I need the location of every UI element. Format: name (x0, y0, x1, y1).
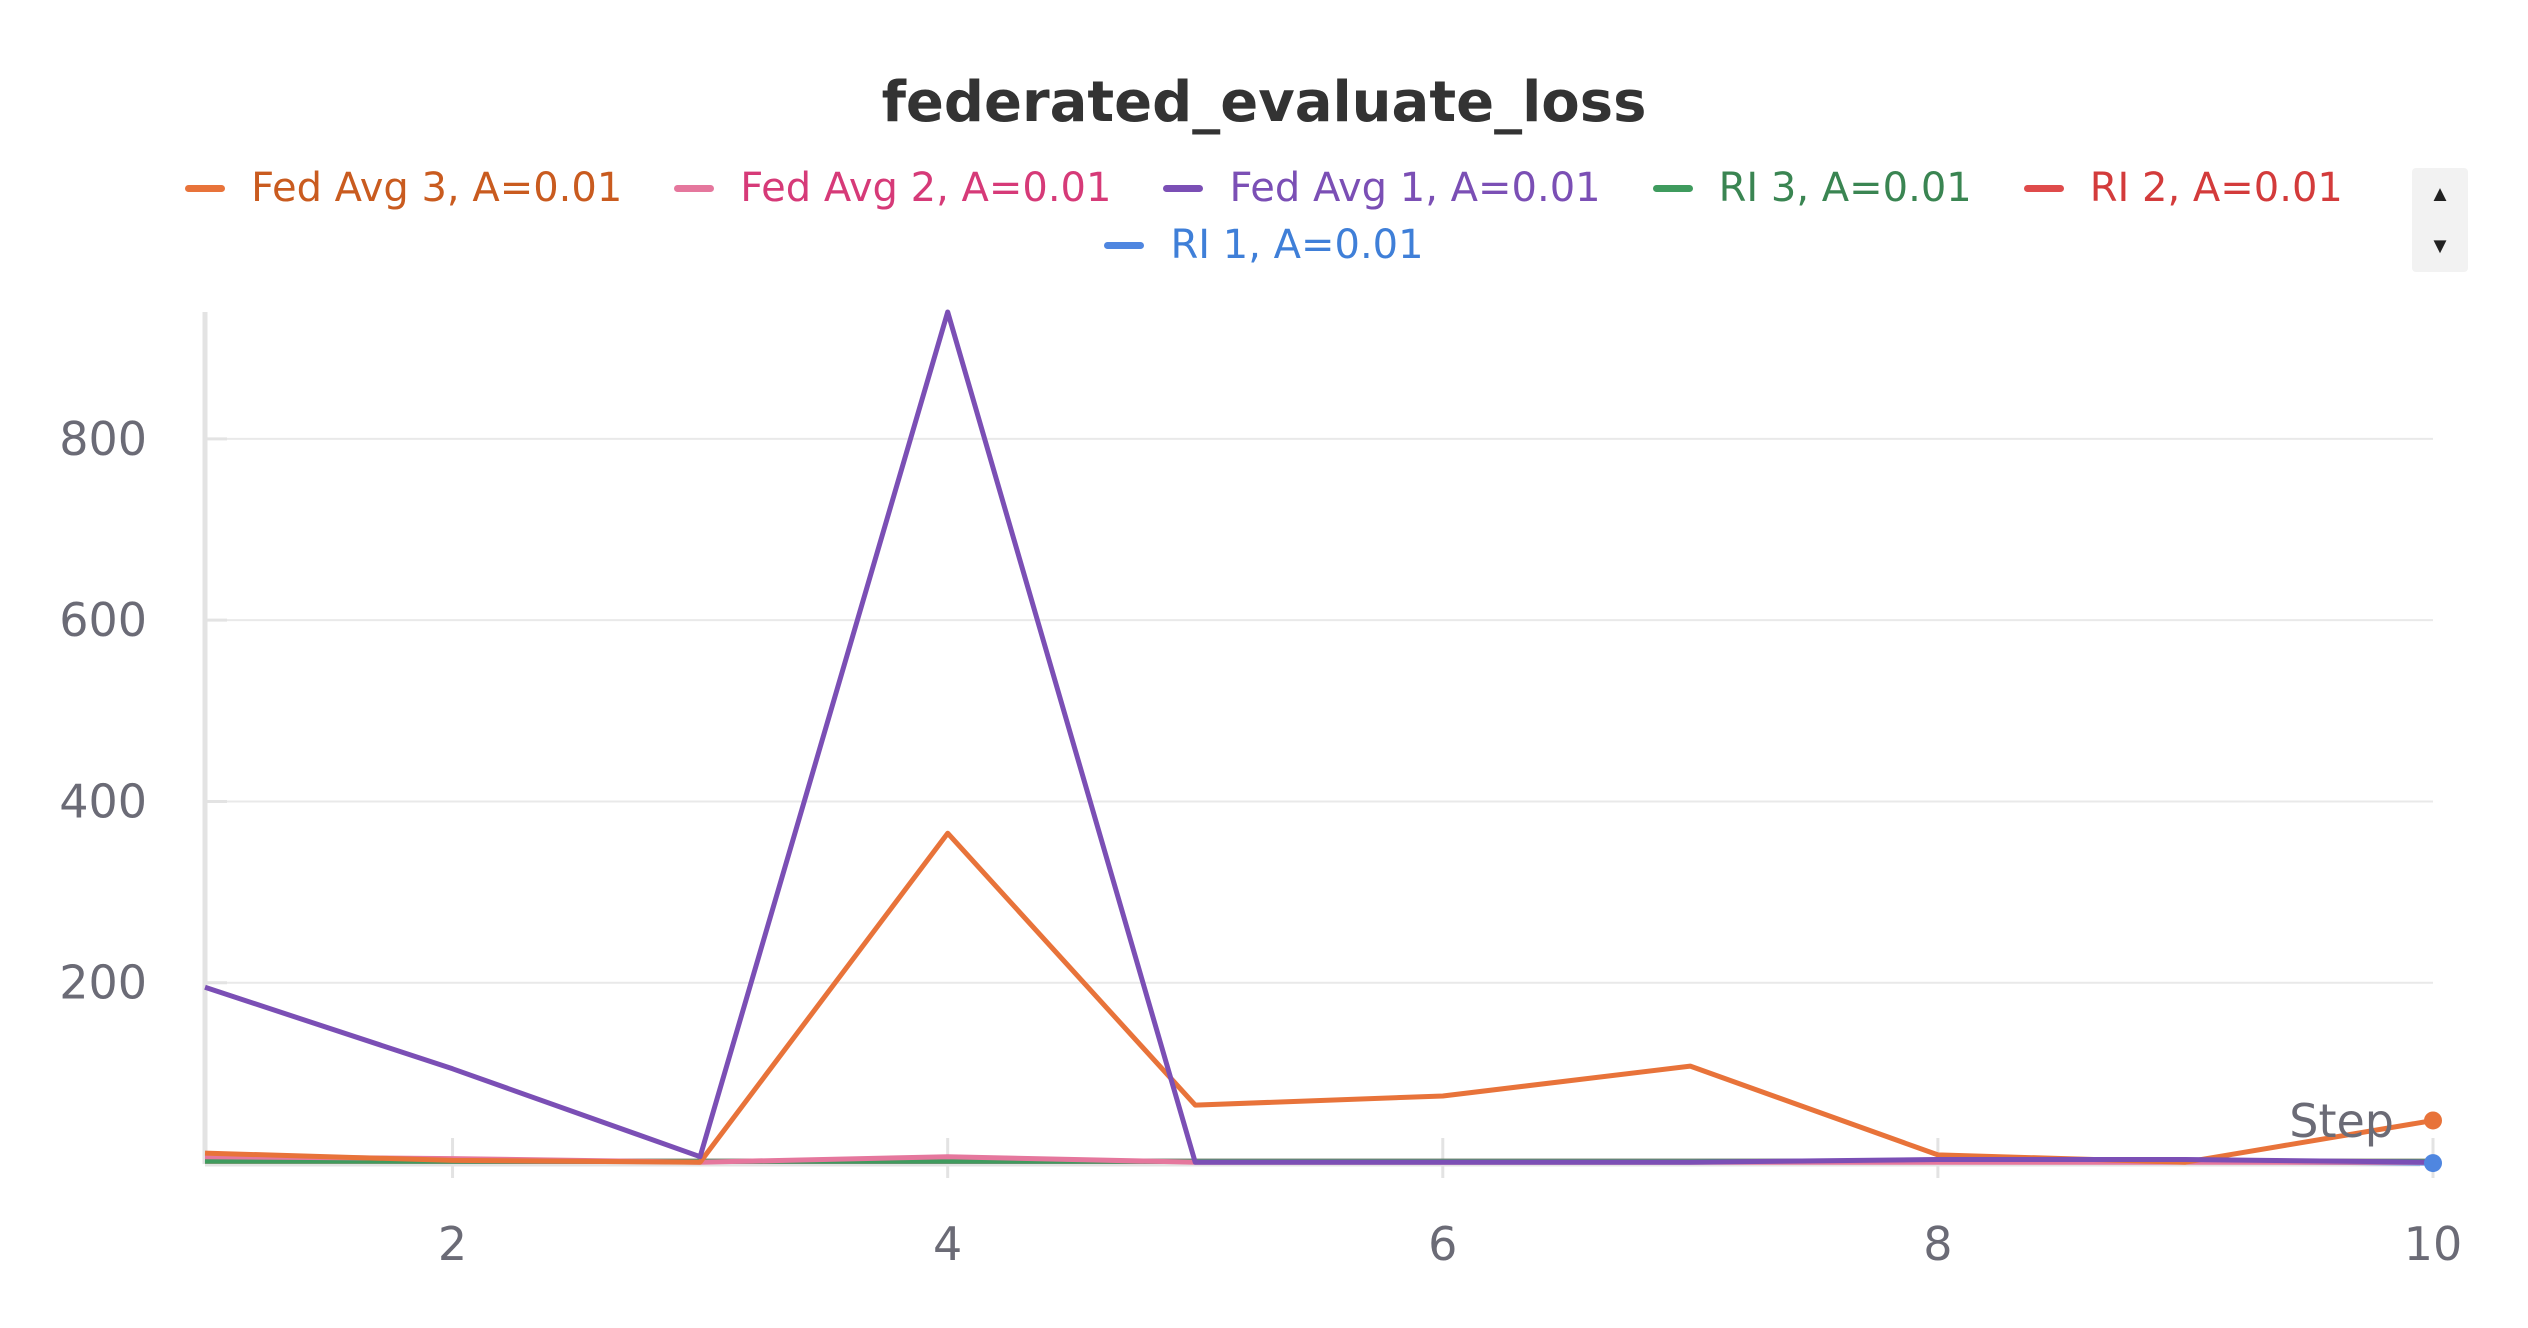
y-tick-label-400: 400 (59, 774, 147, 828)
x-tick-label-6: 6 (1428, 1217, 1457, 1271)
x-tick-label-8: 8 (1923, 1217, 1952, 1271)
legend-label-ri-1: RI 1, A=0.01 (1170, 222, 1424, 268)
y-tick-label-800: 800 (59, 412, 147, 466)
series-line-fed-avg-1[interactable] (204, 309, 2434, 1165)
legend-label-fed-avg-3: Fed Avg 3, A=0.01 (251, 165, 623, 211)
legend-item-ri-2[interactable]: RI 2, A=0.01 (2023, 165, 2343, 211)
series-endpoint-ri-1 (2424, 1154, 2442, 1173)
x-tick-label-10: 10 (2404, 1217, 2463, 1271)
legend-swatch-fed-avg-1 (1163, 184, 1204, 192)
x-axis-label: Step (2289, 1094, 2394, 1148)
tick-labels: 200 400 600 800 2 4 6 8 10 (59, 412, 2462, 1271)
legend-swatch-ri-3 (1652, 184, 1693, 192)
legend-item-fed-avg-3[interactable]: Fed Avg 3, A=0.01 (185, 165, 622, 211)
x-tick-label-2: 2 (438, 1217, 467, 1271)
series-lines (204, 309, 2442, 1173)
legend-item-ri-3[interactable]: RI 3, A=0.01 (1652, 165, 1972, 211)
gridlines (205, 437, 2435, 1178)
legend-swatch-ri-2 (2023, 184, 2064, 192)
legend-label-ri-2: RI 2, A=0.01 (2089, 165, 2343, 211)
legend-scroller: ▲ ▼ (2412, 168, 2468, 272)
y-tick-label-600: 600 (59, 593, 147, 647)
triangle-down-icon[interactable]: ▼ (2429, 233, 2451, 258)
legend-swatch-fed-avg-2 (674, 184, 715, 192)
legend-row-2: RI 1, A=0.01 (0, 222, 2528, 268)
y-tick-label-200: 200 (59, 956, 147, 1010)
legend-swatch-fed-avg-3 (185, 184, 226, 192)
chart-title: federated_evaluate_loss (881, 70, 1647, 135)
triangle-up-icon[interactable]: ▲ (2429, 181, 2451, 206)
legend: Fed Avg 3, A=0.01 Fed Avg 2, A=0.01 Fed … (0, 165, 2528, 211)
legend-label-fed-avg-1: Fed Avg 1, A=0.01 (1229, 165, 1601, 211)
x-tick-label-4: 4 (933, 1217, 962, 1271)
legend-label-fed-avg-2: Fed Avg 2, A=0.01 (740, 165, 1112, 211)
legend-item-fed-avg-2[interactable]: Fed Avg 2, A=0.01 (674, 165, 1111, 211)
series-endpoint-fed-avg-3 (2424, 1111, 2442, 1130)
series-line-fed-avg-3[interactable] (204, 830, 2434, 1165)
legend-item-ri-1[interactable]: RI 1, A=0.01 (1104, 222, 1424, 268)
legend-swatch-ri-1 (1104, 241, 1145, 249)
legend-label-ri-3: RI 3, A=0.01 (1718, 165, 1972, 211)
legend-item-fed-avg-1[interactable]: Fed Avg 1, A=0.01 (1163, 165, 1601, 211)
